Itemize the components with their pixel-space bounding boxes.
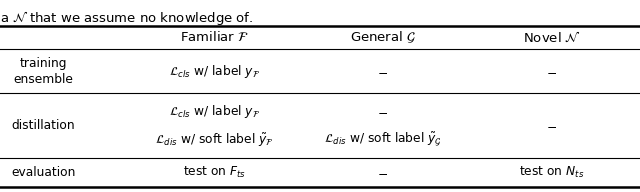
Text: $\mathcal{L}_{cls}$ w/ label $y_{\mathcal{F}}$: $\mathcal{L}_{cls}$ w/ label $y_{\mathca… <box>169 103 260 120</box>
Text: distillation: distillation <box>12 119 76 132</box>
Text: $-$: $-$ <box>546 119 557 132</box>
Text: $-$: $-$ <box>377 166 388 179</box>
Text: Familiar $\mathcal{F}$: Familiar $\mathcal{F}$ <box>180 31 249 44</box>
Text: training
ensemble: training ensemble <box>13 56 74 86</box>
Text: General $\mathcal{G}$: General $\mathcal{G}$ <box>349 30 416 45</box>
Text: test on $F_{ts}$: test on $F_{ts}$ <box>183 165 246 180</box>
Text: evaluation: evaluation <box>12 166 76 179</box>
Text: Novel $\mathcal{N}$: Novel $\mathcal{N}$ <box>523 30 580 45</box>
Text: $-$: $-$ <box>377 105 388 118</box>
Text: a $\mathcal{N}$ that we assume no knowledge of.: a $\mathcal{N}$ that we assume no knowle… <box>0 9 253 27</box>
Text: $\mathcal{L}_{dis}$ w/ soft label $\tilde{y}_{\mathcal{G}}$: $\mathcal{L}_{dis}$ w/ soft label $\tild… <box>324 131 442 149</box>
Text: $\mathcal{L}_{dis}$ w/ soft label $\tilde{y}_{\mathcal{F}}$: $\mathcal{L}_{dis}$ w/ soft label $\tild… <box>155 132 274 149</box>
Text: $\mathcal{L}_{cls}$ w/ label $y_{\mathcal{F}}$: $\mathcal{L}_{cls}$ w/ label $y_{\mathca… <box>169 63 260 79</box>
Text: test on $N_{ts}$: test on $N_{ts}$ <box>519 165 584 180</box>
Text: $-$: $-$ <box>546 65 557 78</box>
Text: $-$: $-$ <box>377 65 388 78</box>
